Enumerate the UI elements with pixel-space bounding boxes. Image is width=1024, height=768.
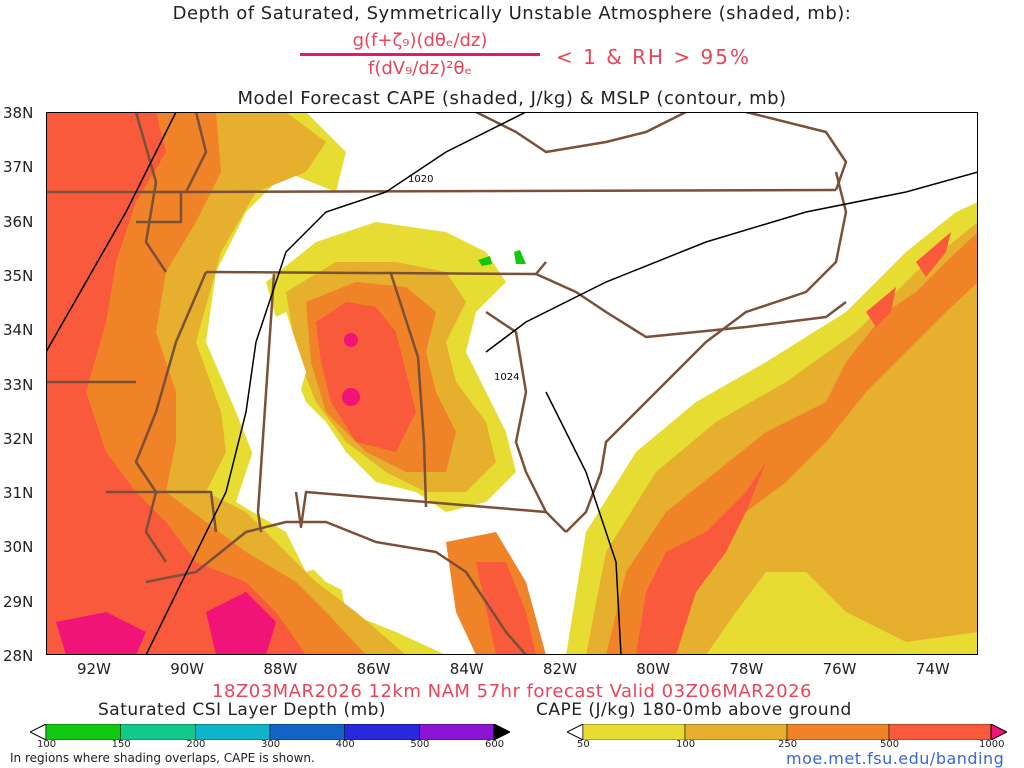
colorbar-segment: [195, 724, 271, 740]
cape-ne-band-2: [916, 232, 951, 277]
colorbar-tick-label: 150: [111, 739, 131, 750]
y-tick-label: 28N: [3, 647, 34, 665]
colorbar-tick-label: 600: [485, 739, 505, 750]
y-tick-label: 37N: [3, 158, 34, 177]
x-tick-label: 80W: [636, 660, 671, 678]
contour-label-1020: 1020: [408, 174, 433, 185]
colorbar-tick-label: 250: [778, 739, 798, 750]
formula-denominator: f(dV₉/dz)²θₑ: [367, 58, 472, 79]
cape-central-vhigh: [316, 302, 416, 452]
cape-west-max-2: [206, 592, 276, 655]
title-line-3: Model Forecast CAPE (shaded, J/kg) & MSL…: [237, 88, 787, 109]
colorbar-tick-label: 300: [261, 739, 281, 750]
y-tick-label: 30N: [3, 538, 34, 557]
cape-gulf-fl-vh: [476, 562, 536, 655]
colorbar-arrow-right: [990, 724, 1007, 740]
colorbar-tick-label: 500: [880, 739, 900, 750]
cape-none-ms: [231, 312, 306, 462]
x-tick-label: 86W: [356, 660, 391, 678]
colorbar-tick-label: 200: [186, 739, 206, 750]
colorbar-tick-label: 400: [335, 739, 355, 750]
x-tick-label: 84W: [449, 660, 484, 678]
x-tick-label: 88W: [263, 660, 298, 678]
mslp-contours: [46, 112, 978, 655]
cape-west-max: [56, 612, 146, 655]
formula-fraction: g(f+ζ₉)(dθₑ/dz) f(dV₉/dz)²θₑ: [300, 30, 540, 79]
valid-time-line: 18Z03MAR2026 12km NAM 57hr forecast Vali…: [212, 681, 812, 702]
y-tick-label: 29N: [3, 592, 34, 611]
x-tick-label: 74W: [915, 660, 950, 678]
colorbar-segment: [786, 724, 890, 740]
x-tick-label: 78W: [729, 660, 764, 678]
colorbar-tick-label: 100: [37, 739, 57, 750]
x-tick-label: 82W: [543, 660, 577, 678]
colorbar-segment: [582, 724, 686, 740]
csi-green-patch: [478, 256, 492, 266]
y-tick-label: 32N: [3, 429, 34, 448]
csi-green-patch-2: [514, 250, 526, 264]
colorbar-segment: [888, 724, 992, 740]
x-tick-label: 92W: [77, 660, 111, 678]
map-panel: 1020 1024: [46, 112, 978, 655]
x-tick-label: 76W: [822, 660, 857, 678]
colorbar-arrow-left: [30, 724, 47, 740]
formula-condition: < 1 & RH > 95%: [556, 45, 752, 69]
colorbar-tick-label: 500: [410, 739, 430, 750]
cape-central-max-2: [342, 388, 360, 406]
colorbar-tick-label: 100: [676, 739, 696, 750]
y-tick-label: 33N: [3, 375, 34, 394]
cape-west-vhigh: [46, 112, 306, 655]
colorbar-tick-label: 1000: [979, 739, 1005, 750]
x-tick-label: 90W: [170, 660, 205, 678]
colorbar-segment: [684, 724, 788, 740]
y-tick-label: 34N: [3, 321, 34, 340]
title-line-1: Depth of Saturated, Symmetrically Unstab…: [172, 3, 852, 24]
colorbar-segment: [419, 724, 495, 740]
cape-atlantic-vhigh: [636, 462, 766, 655]
overlap-note: In regions where shading overlaps, CAPE …: [10, 751, 315, 765]
colorbar-tick-label: 50: [577, 739, 590, 750]
cape-central-max-1: [344, 333, 358, 347]
cape-ne-band: [866, 287, 896, 327]
y-tick-label: 31N: [3, 484, 34, 503]
source-url[interactable]: moe.met.fsu.edu/banding: [786, 749, 1005, 768]
y-tick-label: 36N: [3, 212, 34, 231]
cape-colorbar-label: CAPE (J/kg) 180-0mb above ground: [536, 700, 852, 720]
csi-colorbar-label: Saturated CSI Layer Depth (mb): [98, 700, 387, 720]
colorbar-arrow-right: [493, 724, 510, 740]
cape-colorbar: [567, 724, 1007, 740]
csi-colorbar: [30, 724, 510, 740]
colorbar-segment: [269, 724, 345, 740]
y-tick-label: 38N: [3, 104, 34, 122]
fraction-bar: [300, 53, 540, 56]
colorbar-segment: [344, 724, 420, 740]
colorbar-segment: [120, 724, 196, 740]
y-tick-label: 35N: [3, 266, 34, 285]
formula-numerator: g(f+ζ₉)(dθₑ/dz): [352, 30, 488, 51]
colorbar-segment: [45, 724, 121, 740]
contour-label-1024: 1024: [494, 372, 519, 383]
cape-none-gulf: [296, 492, 446, 612]
state-borders: [46, 112, 848, 655]
colorbar-arrow-left: [567, 724, 584, 740]
